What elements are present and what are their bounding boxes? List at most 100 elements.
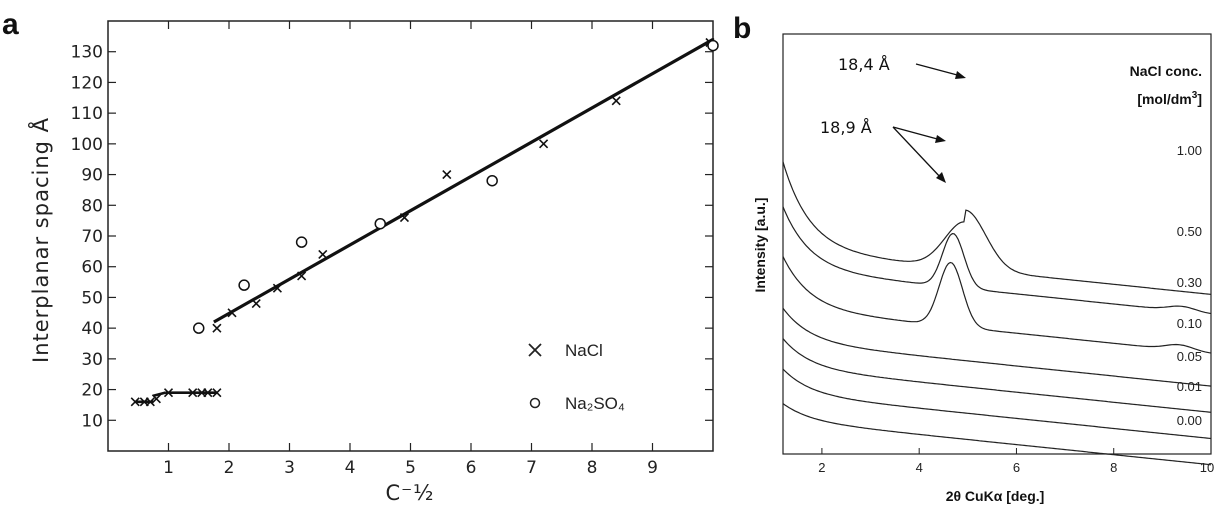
legend-marker-nacl: [528, 343, 542, 357]
x-tick-label: 6: [466, 458, 477, 478]
point-nacl-stroke: [539, 139, 549, 149]
arrow-18-9-a-head: [935, 135, 946, 143]
arrow-18-4-head: [955, 71, 966, 79]
chart-b-x-axis: 2 4 6 8 10: [818, 448, 1214, 475]
y-tick-label: 30: [81, 350, 103, 370]
point-nacl-stroke: [188, 388, 198, 398]
point-nacl-stroke: [151, 394, 161, 404]
legend-unit-text: [mol/dm: [1137, 91, 1191, 107]
arrow-18-9-a: [892, 126, 942, 141]
conc-label: 0.30: [1177, 275, 1202, 290]
point-na2so4: [374, 217, 386, 230]
conc-label: 1.00: [1177, 143, 1202, 158]
x-tick-label: 4: [345, 458, 356, 478]
point-nacl: [399, 213, 410, 223]
point-na2so4: [486, 174, 498, 187]
y-tick-label: 120: [71, 73, 103, 93]
curve-conc-0.30: [782, 256, 1212, 354]
point-nacl: [212, 388, 222, 398]
point-na2so4: [707, 39, 719, 52]
legend-marker-na2so4: [529, 397, 541, 409]
point-nacl-stroke: [399, 213, 410, 223]
chart-a: 10 20 30 40 50 60 70 80 90 100 110 120 130 1 2 3 4 5 6 7 8 9…: [27, 20, 719, 505]
annotation-arrows: [892, 63, 966, 183]
conc-label: 0.50: [1177, 224, 1202, 239]
point-nacl: [130, 397, 140, 407]
curve-conc-0.05: [782, 338, 1212, 413]
point-nacl-stroke: [163, 388, 174, 398]
point-nacl: [163, 388, 174, 398]
fit-line: [213, 38, 714, 324]
point-nacl: [188, 388, 198, 398]
point-nacl-stroke: [227, 308, 237, 318]
point-na2so4: [295, 236, 308, 248]
point-nacl-stroke: [203, 388, 213, 398]
y-tick-label: 70: [81, 227, 103, 247]
point-nacl-stroke: [318, 249, 328, 259]
point-nacl: [539, 139, 549, 149]
chart-a-fit-lines: [135, 38, 714, 404]
curve-conc-1.00: [782, 161, 1212, 295]
x-tick-label: 1: [163, 458, 174, 478]
point-nacl-stroke: [212, 388, 222, 398]
legend-title: NaCl conc.: [1130, 63, 1202, 79]
legend-unit-sup: 3: [1192, 90, 1198, 101]
point-nacl-stroke: [297, 271, 307, 281]
y-tick-label: 90: [81, 166, 103, 186]
curve-conc-0.50: [782, 206, 1212, 315]
chart-a-points: [130, 37, 719, 407]
conc-label: 0.10: [1177, 316, 1202, 331]
y-tick-label: 10: [81, 411, 103, 431]
chart-b-conc-labels: 1.00 0.50 0.30 0.10 0.05 0.01 0.00: [1177, 143, 1202, 428]
chart-a-y-axis: 10 20 30 40 50 60 70 80 90 100 110 120 130: [71, 43, 713, 431]
point-nacl: [442, 170, 452, 180]
x-tick-label: 10: [1200, 460, 1214, 475]
y-tick-label: 40: [81, 319, 103, 339]
point-nacl: [611, 96, 621, 106]
y-tick-label: 60: [81, 258, 103, 278]
point-nacl-stroke: [145, 397, 155, 407]
chart-b-frame: [782, 33, 1212, 455]
y-tick-label: 110: [71, 104, 103, 124]
y-tick-label: 50: [81, 288, 103, 308]
y-tick-label: 130: [71, 43, 103, 63]
annotation-18-4: 18,4 Å: [838, 55, 890, 74]
y-tick-label: 100: [71, 135, 103, 155]
point-nacl: [212, 323, 222, 333]
fit-line: [153, 391, 166, 397]
chart-a-y-label: Interplanar spacing Å: [27, 117, 53, 363]
legend-label-nacl: NaCl: [565, 341, 603, 360]
conc-label: 0.01: [1177, 379, 1202, 394]
x-tick-label: 2: [818, 460, 825, 475]
chart-b-y-label: Intensity [a.u.]: [752, 198, 768, 293]
chart-a-x-axis: 1 2 3 4 5 6 7 8 9: [163, 21, 658, 478]
arrow-18-9-b: [892, 126, 943, 180]
legend-unit-close: ]: [1197, 91, 1202, 107]
point-nacl-stroke: [442, 170, 452, 180]
x-tick-label: 9: [647, 458, 658, 478]
y-tick-label: 80: [81, 196, 103, 216]
panel-a-letter: a: [2, 8, 19, 41]
point-na2so4: [238, 279, 250, 291]
chart-b: 2 4 6 8 10 Intensity [a.u.] 2θ CuKα [deg.] 1…: [752, 33, 1214, 504]
legend-label-na2so4: Na₂SO₄: [565, 394, 625, 413]
y-tick-label: 20: [81, 381, 103, 401]
chart-a-x-label: C⁻½: [385, 481, 434, 505]
x-tick-label: 2: [224, 458, 235, 478]
conc-label: 0.05: [1177, 349, 1202, 364]
panel-b-letter: b: [733, 12, 751, 45]
annotation-18-9: 18,9 Å: [820, 118, 872, 137]
point-na2so4: [193, 322, 205, 334]
point-nacl: [272, 283, 282, 293]
x-tick-label: 7: [526, 458, 537, 478]
x-tick-label: 5: [405, 458, 416, 478]
arrow-18-4: [915, 63, 962, 77]
x-tick-label: 8: [1110, 460, 1117, 475]
point-nacl: [151, 394, 161, 404]
x-tick-label: 8: [587, 458, 598, 478]
point-nacl: [145, 397, 155, 407]
point-nacl: [203, 388, 213, 398]
point-nacl-stroke: [212, 323, 222, 333]
point-nacl-stroke: [251, 299, 261, 309]
